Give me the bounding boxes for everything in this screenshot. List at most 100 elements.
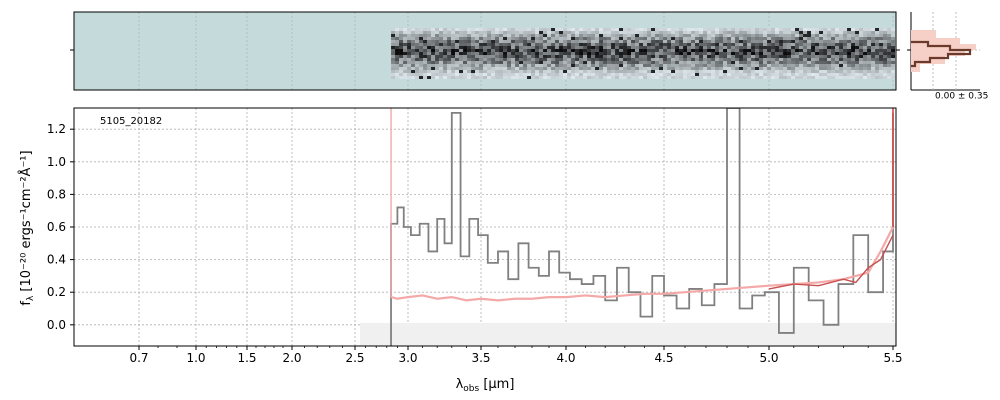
spectrum-2d-pixel: [879, 28, 884, 31]
spectrum-2d-pixel: [759, 34, 764, 37]
spectrum-2d-pixel: [579, 43, 584, 46]
spectrum-2d-pixel: [755, 61, 760, 64]
spectrum-2d-pixel: [403, 43, 408, 46]
spectrum-2d-pixel: [567, 37, 572, 40]
spectrum-2d-pixel: [743, 37, 748, 40]
spectrum-2d-pixel: [851, 31, 856, 34]
spectrum-2d-pixel: [451, 52, 456, 55]
x-axis-label: λobs [μm]: [456, 377, 515, 394]
spectrum-2d-pixel: [751, 76, 756, 79]
series-layer: [390, 108, 894, 346]
spectrum-2d-pixel: [471, 67, 476, 70]
spectrum-2d-pixel: [779, 58, 784, 61]
spectrum-2d-pixel: [739, 55, 744, 58]
spectrum-2d-pixel: [563, 52, 568, 55]
spectrum-2d-pixel: [783, 52, 788, 55]
spectrum-2d-pixel: [555, 67, 560, 70]
spectrum-2d-pixel: [631, 73, 636, 76]
spectrum-2d-pixel: [803, 40, 808, 43]
spectrum-2d-pixel: [799, 67, 804, 70]
spectrum-2d-pixel: [527, 46, 532, 49]
spectrum-2d-pixel: [687, 73, 692, 76]
spectrum-2d-pixel: [519, 61, 524, 64]
spectrum-2d-pixel: [683, 40, 688, 43]
spectrum-2d-pixel: [619, 34, 624, 37]
spectrum-2d-pixel: [579, 40, 584, 43]
spectrum-2d-pixel: [559, 52, 564, 55]
spectrum-2d-pixel: [559, 37, 564, 40]
spectrum-2d-pixel: [819, 64, 824, 67]
spectrum-2d-pixel: [815, 55, 820, 58]
spectrum-2d-pixel: [859, 46, 864, 49]
x-tick-label: 4.5: [654, 351, 673, 365]
spectrum-2d-pixel: [859, 52, 864, 55]
spectrum-2d-pixel: [751, 43, 756, 46]
spectrum-2d-pixel: [883, 49, 888, 52]
spectrum-2d-pixel: [555, 31, 560, 34]
spectrum-2d-pixel: [831, 61, 836, 64]
y-tick-label: 0.0: [47, 318, 66, 332]
x-axis-minor-ticks: [157, 346, 869, 348]
spectrum-2d-pixel: [579, 70, 584, 73]
spectrum-2d-pixel: [603, 46, 608, 49]
spectrum-2d-pixel: [543, 58, 548, 61]
spectrum-2d-pixel: [515, 43, 520, 46]
spectrum-2d-pixel: [771, 31, 776, 34]
spectrum-2d-pixel: [859, 58, 864, 61]
spectrum-2d-pixel: [403, 64, 408, 67]
spectrum-2d-pixel: [403, 52, 408, 55]
spectrum-2d-pixel: [747, 37, 752, 40]
spectrum-2d-pixel: [839, 28, 844, 31]
spectrum-2d-pixel: [815, 37, 820, 40]
spectrum-2d-pixel: [415, 64, 420, 67]
spectrum-2d-pixel: [591, 28, 596, 31]
spectrum-2d-pixel: [787, 73, 792, 76]
spectrum-2d-pixel: [847, 49, 852, 52]
spectrum-2d-pixel: [479, 67, 484, 70]
spectrum-2d-pixel: [635, 73, 640, 76]
spectrum-2d-pixel: [699, 31, 704, 34]
spectrum-2d-pixel: [399, 40, 404, 43]
spectrum-2d-pixel: [395, 46, 400, 49]
spectrum-2d-pixel: [767, 52, 772, 55]
spectrum-2d-pixel: [395, 76, 400, 79]
spectrum-2d-pixel: [443, 67, 448, 70]
spectrum-2d-pixel: [831, 67, 836, 70]
spectrum-2d-pixel: [487, 43, 492, 46]
spectrum-2d-pixel: [771, 43, 776, 46]
spectrum-2d-pixel: [707, 28, 712, 31]
spectrum-2d-pixel: [603, 52, 608, 55]
spectrum-2d-pixel: [855, 58, 860, 61]
spectrum-2d-pixel: [815, 34, 820, 37]
spectrum-2d-pixel: [739, 37, 744, 40]
spectrum-2d-pixel: [839, 49, 844, 52]
spectrum-2d-pixel: [747, 64, 752, 67]
spectrum-2d-pixel: [527, 58, 532, 61]
spectrum-2d-pixel: [827, 34, 832, 37]
spectrum-2d-pixel: [743, 55, 748, 58]
spectrum-2d-pixel: [627, 34, 632, 37]
spectrum-2d-pixel: [663, 49, 668, 52]
spectrum-2d-pixel: [531, 67, 536, 70]
spectrum-2d-pixel: [399, 28, 404, 31]
spectrum-2d-pixel: [515, 70, 520, 73]
spectrum-2d-pixel: [639, 64, 644, 67]
spectrum-2d-pixel: [675, 61, 680, 64]
spectrum-2d-pixel: [823, 52, 828, 55]
spectrum-2d-pixel: [755, 70, 760, 73]
spectrum-2d-pixel: [463, 46, 468, 49]
spectrum-2d-pixel: [663, 61, 668, 64]
spectrum-2d-pixel: [791, 64, 796, 67]
spectrum-2d-pixel: [727, 34, 732, 37]
spectrum-2d-pixel: [599, 52, 604, 55]
spectrum-2d-pixel: [491, 61, 496, 64]
spectrum-2d-pixel: [607, 49, 612, 52]
spectrum-2d-pixel: [779, 46, 784, 49]
spectrum-2d-pixel: [827, 64, 832, 67]
spectrum-2d-pixel: [727, 70, 732, 73]
spectrum-2d-pixel: [643, 73, 648, 76]
spectrum-2d-pixel: [411, 37, 416, 40]
spectrum-2d-pixel: [891, 49, 896, 52]
y-tick-label: 1.2: [47, 122, 66, 136]
spectrum-2d-pixel: [419, 31, 424, 34]
